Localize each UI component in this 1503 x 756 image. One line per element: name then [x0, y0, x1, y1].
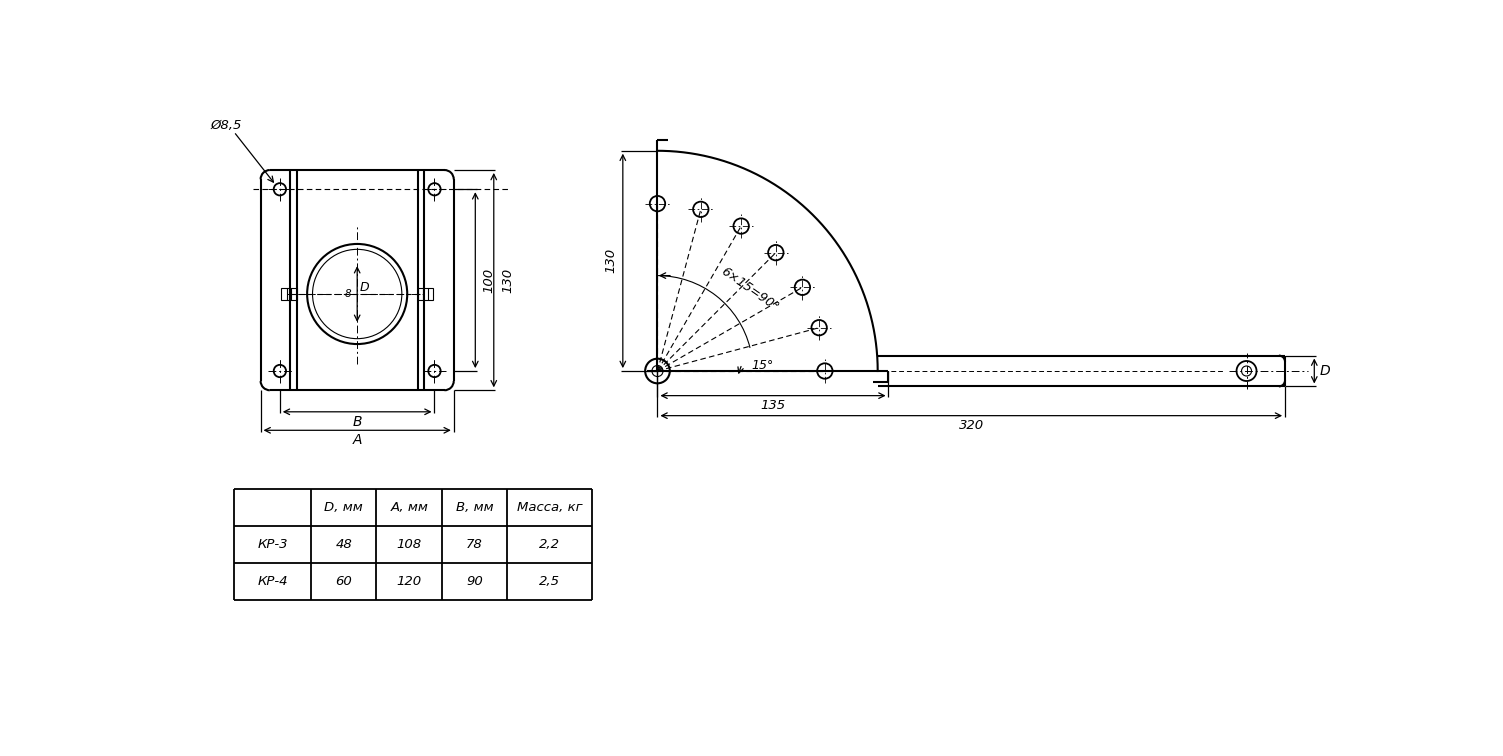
Text: 48: 48: [335, 538, 352, 551]
Text: 2,5: 2,5: [540, 575, 561, 587]
Text: Ø8,5: Ø8,5: [210, 119, 242, 132]
Text: B, мм: B, мм: [455, 500, 493, 514]
Text: B: B: [352, 415, 362, 429]
Text: 130: 130: [604, 248, 618, 274]
Text: 6×15=90°: 6×15=90°: [718, 265, 782, 314]
Text: 108: 108: [397, 538, 422, 551]
Text: A: A: [352, 433, 362, 448]
Text: 8: 8: [344, 289, 352, 299]
Text: 135: 135: [761, 399, 786, 412]
Text: D, мм: D, мм: [325, 500, 364, 514]
Text: 78: 78: [466, 538, 482, 551]
Text: 320: 320: [959, 419, 984, 432]
Text: 15°: 15°: [752, 359, 774, 372]
Text: 2,2: 2,2: [540, 538, 561, 551]
Text: A, мм: A, мм: [391, 500, 428, 514]
Text: 100: 100: [482, 268, 496, 293]
Text: КР-3: КР-3: [257, 538, 287, 551]
Text: 90: 90: [466, 575, 482, 587]
Text: Масса, кг: Масса, кг: [517, 500, 583, 514]
Text: 130: 130: [500, 268, 514, 293]
Text: 60: 60: [335, 575, 352, 587]
Text: D: D: [361, 281, 370, 294]
Bar: [281, 288, 296, 300]
Text: КР-4: КР-4: [257, 575, 287, 587]
Text: D: D: [1320, 364, 1330, 378]
Bar: [418, 288, 433, 300]
Text: 120: 120: [397, 575, 422, 587]
